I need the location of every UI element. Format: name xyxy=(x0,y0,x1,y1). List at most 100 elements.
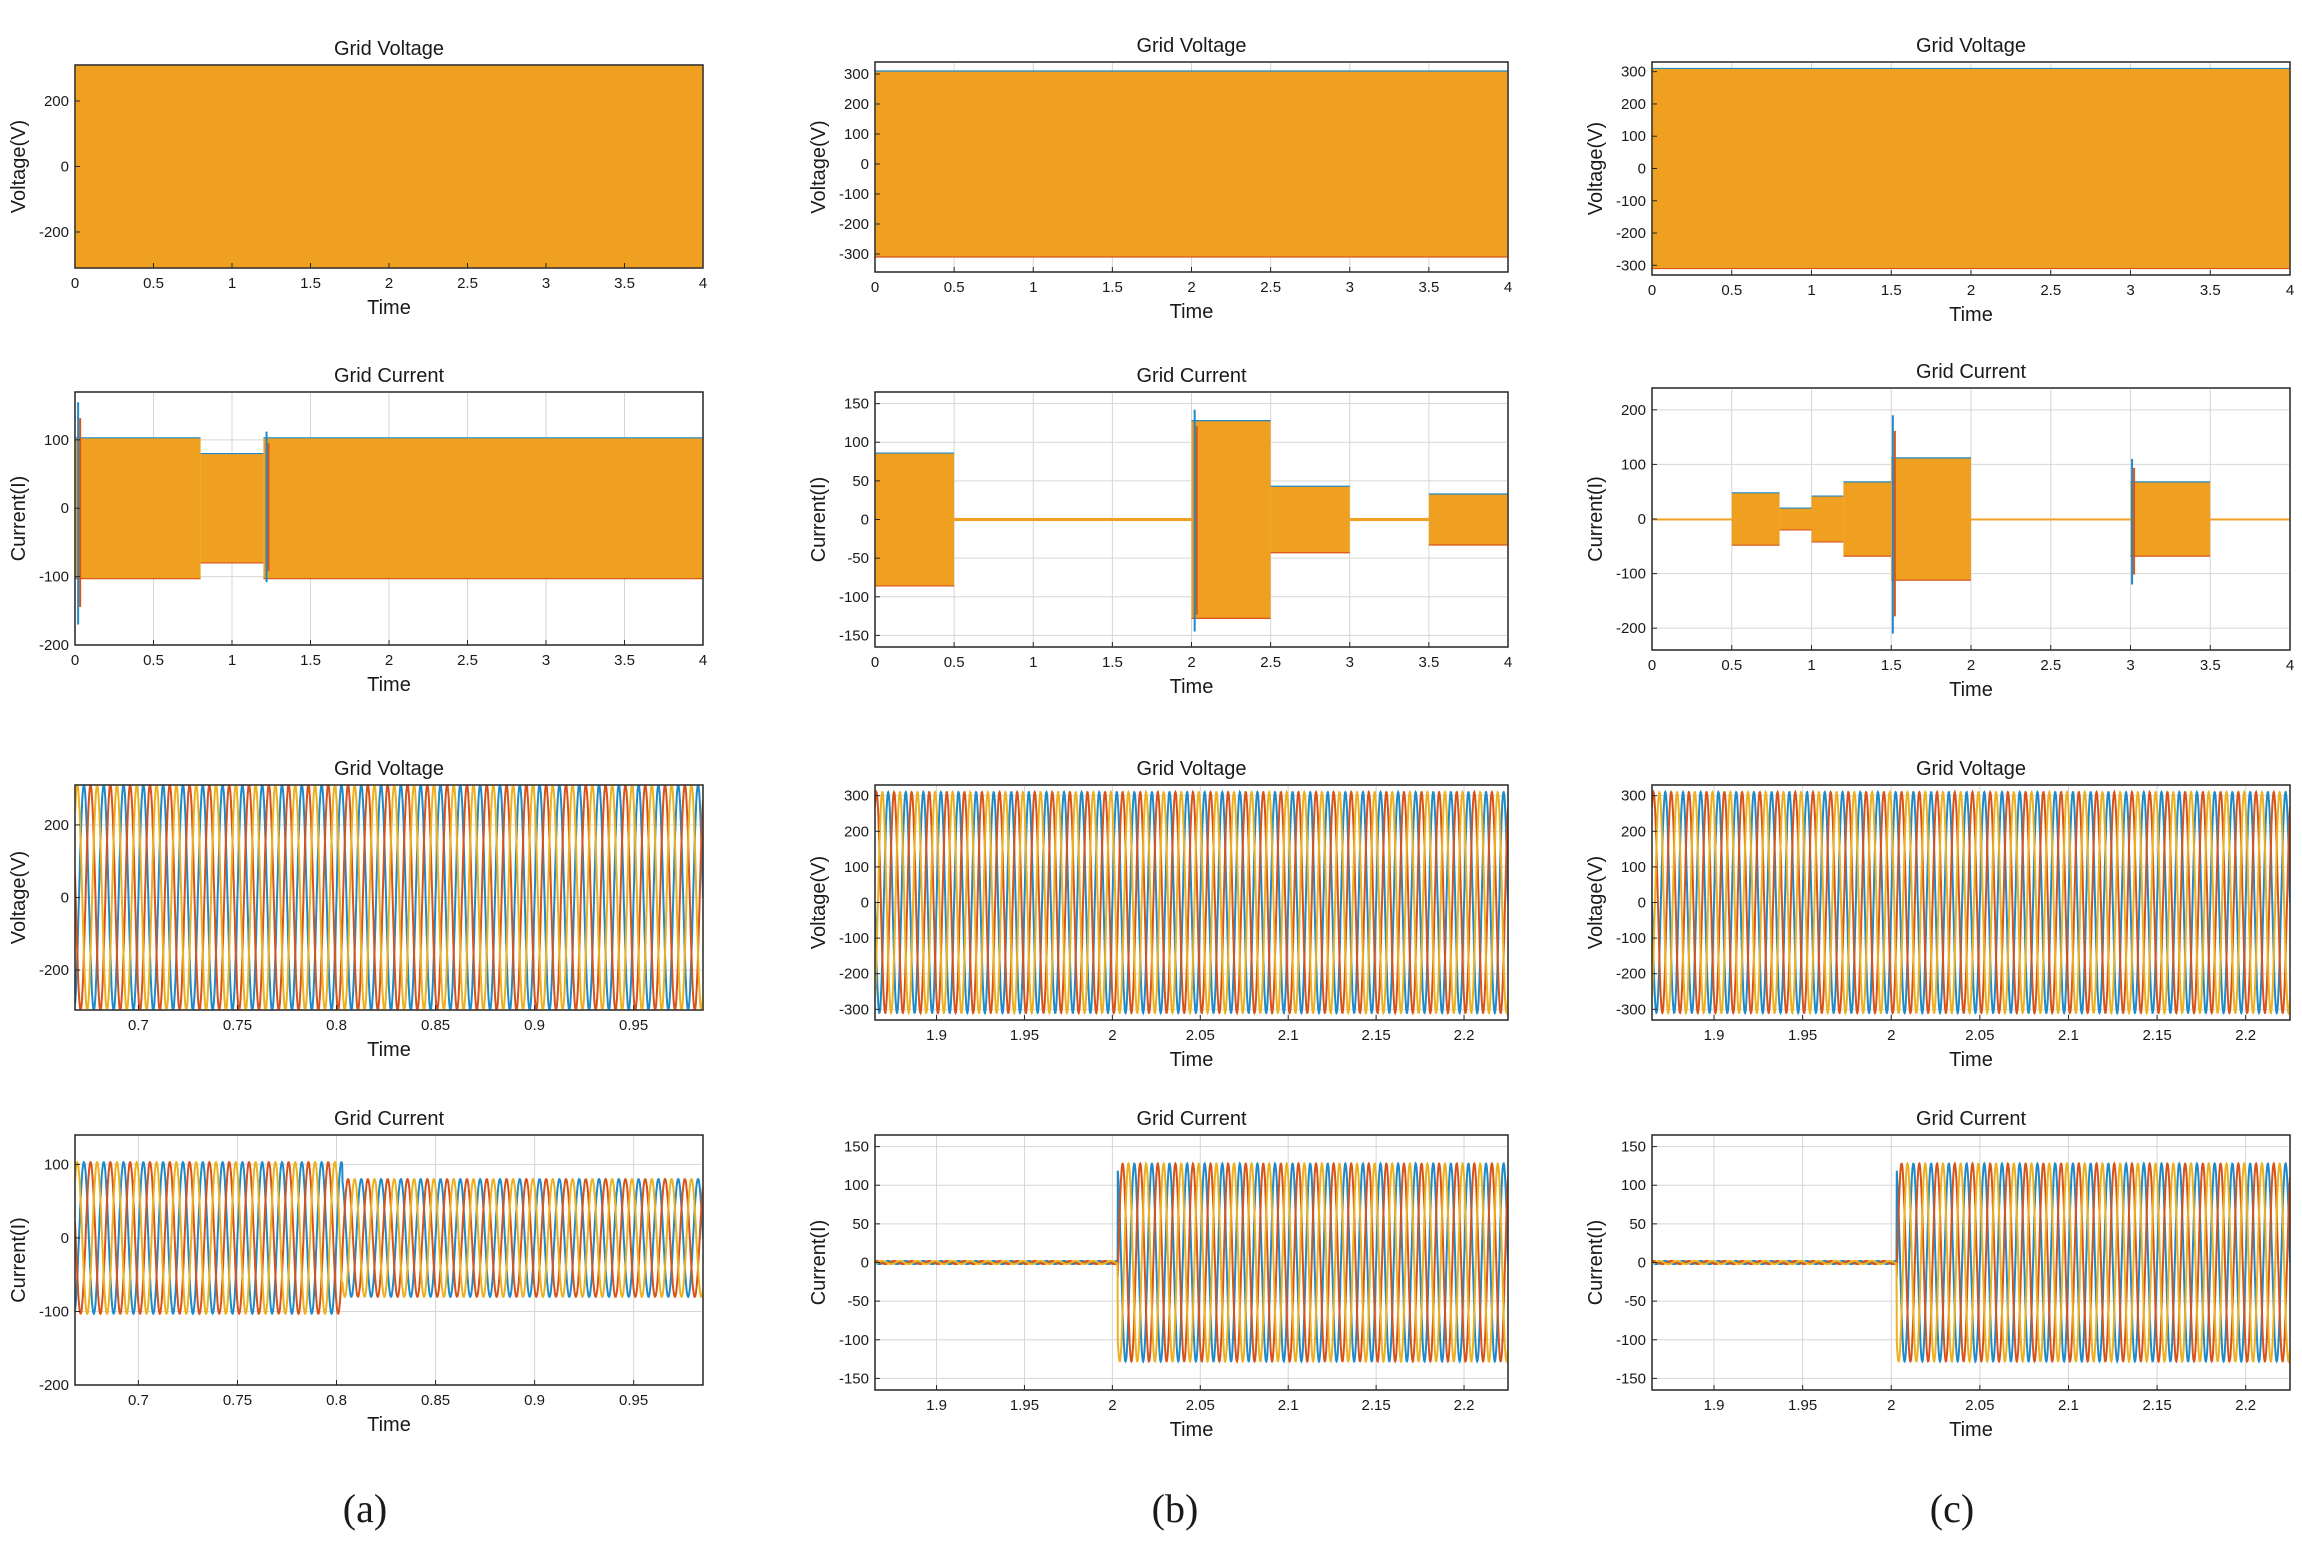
x-tick-label: 1.5 xyxy=(1881,282,1902,299)
x-tick-label: 3.5 xyxy=(614,275,635,292)
y-tick-label: 0 xyxy=(861,156,869,173)
chart-title: Grid Voltage xyxy=(334,758,444,780)
series-line-phase-b xyxy=(1652,789,2290,1016)
chart-a-voltage-0: 0 0.5 1 1.5 2 2.5 3 3.5 4 -200 0 200 Grid Voltage Tim… xyxy=(8,38,707,319)
x-axis-label: Time xyxy=(367,1039,411,1061)
x-tick-label: 2.05 xyxy=(1965,1397,1994,1414)
x-tick-label: 2.1 xyxy=(2058,1027,2079,1044)
signal-envelope-segment xyxy=(1191,420,1271,619)
y-tick-label: 200 xyxy=(1621,402,1646,419)
series-line-phase-a xyxy=(1652,1161,2290,1364)
y-axis-label: Current(I) xyxy=(808,1220,830,1306)
x-tick-label: 2.1 xyxy=(1278,1027,1299,1044)
y-tick-label: 0 xyxy=(861,512,869,529)
y-tick-label: 100 xyxy=(44,432,69,449)
y-tick-label: 100 xyxy=(844,859,869,876)
y-axis-label: Voltage(V) xyxy=(1585,856,1607,949)
signal-envelope-segment xyxy=(200,453,264,563)
series-line-phase-b xyxy=(875,1161,1508,1364)
chart-a-current-1: 0 0.5 1 1.5 2 2.5 3 3.5 4 -200 -100 0 100 Grid Curren… xyxy=(8,365,707,696)
y-tick-label: -100 xyxy=(39,1303,69,1320)
panel-label-c: (c) xyxy=(1930,1486,1974,1531)
x-tick-label: 0.5 xyxy=(1721,282,1742,299)
x-tick-label: 1 xyxy=(1029,654,1037,671)
x-tick-label: 2.2 xyxy=(2235,1397,2256,1414)
x-tick-label: 2.5 xyxy=(2040,657,2061,674)
y-tick-label: -300 xyxy=(839,246,869,263)
signal-envelope-segment xyxy=(875,453,955,586)
y-tick-label: -100 xyxy=(839,1332,869,1349)
series-line-phase-b xyxy=(75,1160,703,1316)
series-line-phase-c xyxy=(875,789,1508,1016)
series-line-phase-c xyxy=(75,785,703,1010)
y-tick-label: -200 xyxy=(1616,620,1646,637)
x-tick-label: 1.95 xyxy=(1010,1027,1039,1044)
series-group xyxy=(75,402,703,625)
x-tick-label: 0.75 xyxy=(223,1392,252,1409)
signal-envelope-segment xyxy=(1843,481,1892,557)
y-tick-label: 100 xyxy=(844,1177,869,1194)
y-axis-label: Current(I) xyxy=(1585,1220,1607,1306)
y-axis-label: Voltage(V) xyxy=(8,851,30,944)
series-group xyxy=(875,409,1508,632)
x-tick-label: 0 xyxy=(71,652,79,669)
x-tick-label: 3 xyxy=(542,652,550,669)
signal-envelope-segment xyxy=(954,517,1192,522)
signal-envelope-segment xyxy=(1270,486,1350,553)
y-tick-label: 200 xyxy=(1621,96,1646,113)
x-tick-label: 2 xyxy=(1108,1397,1116,1414)
x-tick-label: 3 xyxy=(2126,282,2134,299)
x-tick-label: 1.95 xyxy=(1788,1397,1817,1414)
signal-envelope-segment xyxy=(1779,508,1812,530)
x-axis-label: Time xyxy=(1170,1049,1214,1071)
signal-envelope-segment xyxy=(1349,517,1429,522)
signal-envelope-segment xyxy=(2130,481,2211,557)
x-tick-label: 2.5 xyxy=(2040,282,2061,299)
panel-label-b: (b) xyxy=(1152,1486,1199,1531)
y-tick-label: -200 xyxy=(39,637,69,654)
x-tick-label: 2.5 xyxy=(457,652,478,669)
x-tick-label: 0.8 xyxy=(326,1392,347,1409)
y-tick-label: 100 xyxy=(1621,456,1646,473)
y-tick-label: 100 xyxy=(1621,859,1646,876)
series-group xyxy=(875,1161,1508,1364)
x-tick-label: 0.95 xyxy=(619,1017,648,1034)
x-tick-label: 2.2 xyxy=(1454,1027,1475,1044)
x-axis-label: Time xyxy=(1949,1419,1993,1441)
x-tick-label: 2.1 xyxy=(2058,1397,2079,1414)
y-tick-label: 0 xyxy=(1638,511,1646,528)
y-tick-label: -200 xyxy=(39,962,69,979)
chart-c-voltage-10: 1.9 1.95 2 2.05 2.1 2.15 2.2 -300 -200 -100 0 100 20… xyxy=(1585,758,2291,1071)
signal-envelope-segment xyxy=(75,65,703,268)
x-tick-label: 2 xyxy=(1108,1027,1116,1044)
chart-b-voltage-6: 1.9 1.95 2 2.05 2.1 2.15 2.2 -300 -200 -100 0 100 20… xyxy=(808,758,1509,1071)
x-tick-label: 1.5 xyxy=(300,652,321,669)
x-tick-label: 0 xyxy=(1648,657,1656,674)
signal-envelope-segment xyxy=(263,437,703,579)
series-group xyxy=(1652,415,2290,634)
x-tick-label: 0.8 xyxy=(326,1017,347,1034)
x-axis-label: Time xyxy=(1170,1419,1214,1441)
x-tick-label: 2.05 xyxy=(1965,1027,1994,1044)
x-tick-label: 2.5 xyxy=(457,275,478,292)
y-tick-label: 50 xyxy=(1629,1216,1646,1233)
y-tick-label: -100 xyxy=(39,569,69,586)
x-tick-label: 4 xyxy=(1504,654,1512,671)
x-tick-label: 1.95 xyxy=(1010,1397,1039,1414)
series-line-phase-c xyxy=(1652,1161,2290,1364)
chart-title: Grid Voltage xyxy=(1916,758,2026,780)
x-tick-label: 3.5 xyxy=(2200,657,2221,674)
y-tick-label: 0 xyxy=(61,159,69,176)
y-tick-label: 50 xyxy=(852,1216,869,1233)
y-tick-label: -200 xyxy=(39,224,69,241)
x-tick-label: 2 xyxy=(1967,282,1975,299)
y-tick-label: 300 xyxy=(1621,64,1646,81)
y-tick-label: 150 xyxy=(1621,1139,1646,1156)
x-tick-label: 2.15 xyxy=(1362,1397,1391,1414)
x-tick-label: 0.85 xyxy=(421,1017,450,1034)
series-line-phase-c xyxy=(875,1161,1508,1364)
y-tick-label: -200 xyxy=(1616,225,1646,242)
x-tick-label: 1 xyxy=(228,275,236,292)
signal-envelope-segment xyxy=(1811,496,1844,542)
y-tick-label: -300 xyxy=(1616,257,1646,274)
